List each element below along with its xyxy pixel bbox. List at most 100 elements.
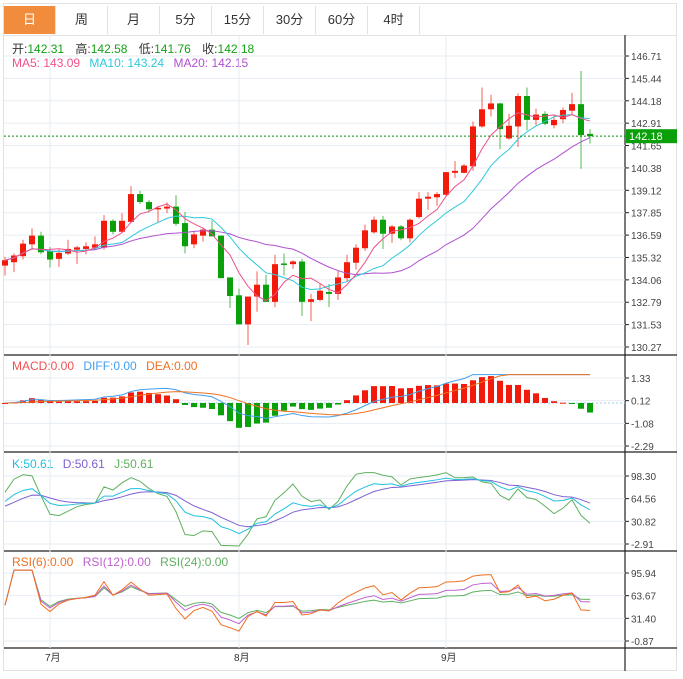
macd-bar <box>479 377 485 403</box>
candle <box>155 205 161 223</box>
candle-body <box>191 234 197 245</box>
macd-bar <box>65 401 71 403</box>
candle <box>38 231 44 255</box>
month-label: 9月 <box>441 652 457 664</box>
candle <box>218 235 224 279</box>
rsi-tick-label: 95.94 <box>631 569 656 580</box>
price-tick-label: 132.79 <box>631 298 662 309</box>
candle <box>506 113 512 140</box>
candle <box>443 172 449 197</box>
candle <box>461 164 467 174</box>
candle <box>569 92 575 116</box>
candle-body <box>560 109 566 120</box>
macd-bar <box>371 386 377 403</box>
candle-body <box>164 206 170 209</box>
d-value: D:50.61 <box>62 457 105 471</box>
open-label: 开: <box>12 42 28 56</box>
candle <box>416 192 422 219</box>
macd-bar <box>569 402 575 404</box>
current-price-badge <box>626 129 677 144</box>
candle-body <box>353 247 359 263</box>
macd-bar <box>245 402 251 427</box>
candle <box>263 274 269 302</box>
macd-bar <box>488 376 494 403</box>
candle <box>407 218 413 243</box>
candle <box>146 199 152 213</box>
candle-body <box>434 194 440 198</box>
candle-body <box>578 104 584 136</box>
candle-body <box>47 250 53 260</box>
candle-body <box>119 220 125 232</box>
macd-bar <box>281 402 287 411</box>
tab-week[interactable]: 周 <box>56 6 108 34</box>
price-tick-label: 145.44 <box>631 74 662 85</box>
candle <box>398 225 404 241</box>
candle <box>308 293 314 322</box>
open-value: 142.31 <box>27 42 65 56</box>
tab-5min[interactable]: 5分 <box>160 6 212 34</box>
rsi12-value: RSI(12):0.00 <box>82 555 151 569</box>
candle-body <box>74 247 80 250</box>
price-tick-label: 131.53 <box>631 321 662 332</box>
candle-body <box>236 295 242 325</box>
candle <box>254 271 260 312</box>
candle-body <box>506 125 512 139</box>
tab-60min[interactable]: 60分 <box>316 6 368 34</box>
candle <box>515 93 521 147</box>
low-label: 低: <box>138 42 155 56</box>
candle-body <box>344 262 350 279</box>
macd-bar <box>551 401 557 403</box>
current-price-label: 142.18 <box>629 131 663 143</box>
rsi-legend: RSI(6):0.00 RSI(12):0.00 RSI(24):0.00 <box>12 555 234 569</box>
candle-body <box>2 260 8 266</box>
candle-body <box>146 202 152 210</box>
candle-body <box>20 243 26 257</box>
ma-legend: MA5: 143.09 MA10: 143.24 MA20: 142.15 <box>12 56 254 70</box>
candle-body <box>38 235 44 253</box>
candle <box>497 102 503 150</box>
macd-bar <box>380 386 386 403</box>
candle-body <box>488 103 494 110</box>
macd-bar <box>533 393 539 403</box>
rsi6-line <box>4 569 591 632</box>
tab-15min[interactable]: 15分 <box>212 6 264 34</box>
macd-bar <box>434 385 440 403</box>
candle <box>479 87 485 128</box>
candle-body <box>263 284 269 302</box>
macd-bar <box>425 385 431 403</box>
candle <box>272 254 278 308</box>
candle-body <box>29 235 35 245</box>
macd-bar <box>128 392 134 403</box>
price-tick-label: 136.59 <box>631 231 662 242</box>
macd-bar <box>119 396 125 403</box>
candle-body <box>524 96 530 120</box>
candle <box>425 192 431 210</box>
tab-month[interactable]: 月 <box>108 6 160 34</box>
rsi-tick-label: 63.67 <box>631 592 656 603</box>
diff-line <box>4 374 590 420</box>
candle-body <box>83 246 89 249</box>
candle-body <box>587 133 593 137</box>
macd-bar <box>308 402 314 410</box>
kdj-tick-label: -2.91 <box>631 540 654 551</box>
tab-day[interactable]: 日 <box>4 6 56 34</box>
candle-body <box>452 170 458 173</box>
macd-bar <box>326 402 332 408</box>
candle <box>119 213 125 234</box>
chart-frame <box>3 3 677 671</box>
macd-bar <box>164 395 170 403</box>
tab-30min[interactable]: 30分 <box>264 6 316 34</box>
candle <box>551 115 557 129</box>
kdj-tick-label: 64.56 <box>631 495 656 506</box>
candle-body <box>254 284 260 297</box>
tab-4hour[interactable]: 4时 <box>368 6 420 34</box>
candle <box>20 239 26 260</box>
candle-body <box>56 252 62 259</box>
macd-bar <box>362 390 368 403</box>
price-tick-label: 142.91 <box>631 119 662 130</box>
candle-body <box>407 219 413 239</box>
price-tick-label: 141.65 <box>631 142 662 153</box>
candle-body <box>425 196 431 199</box>
candle <box>362 224 368 251</box>
